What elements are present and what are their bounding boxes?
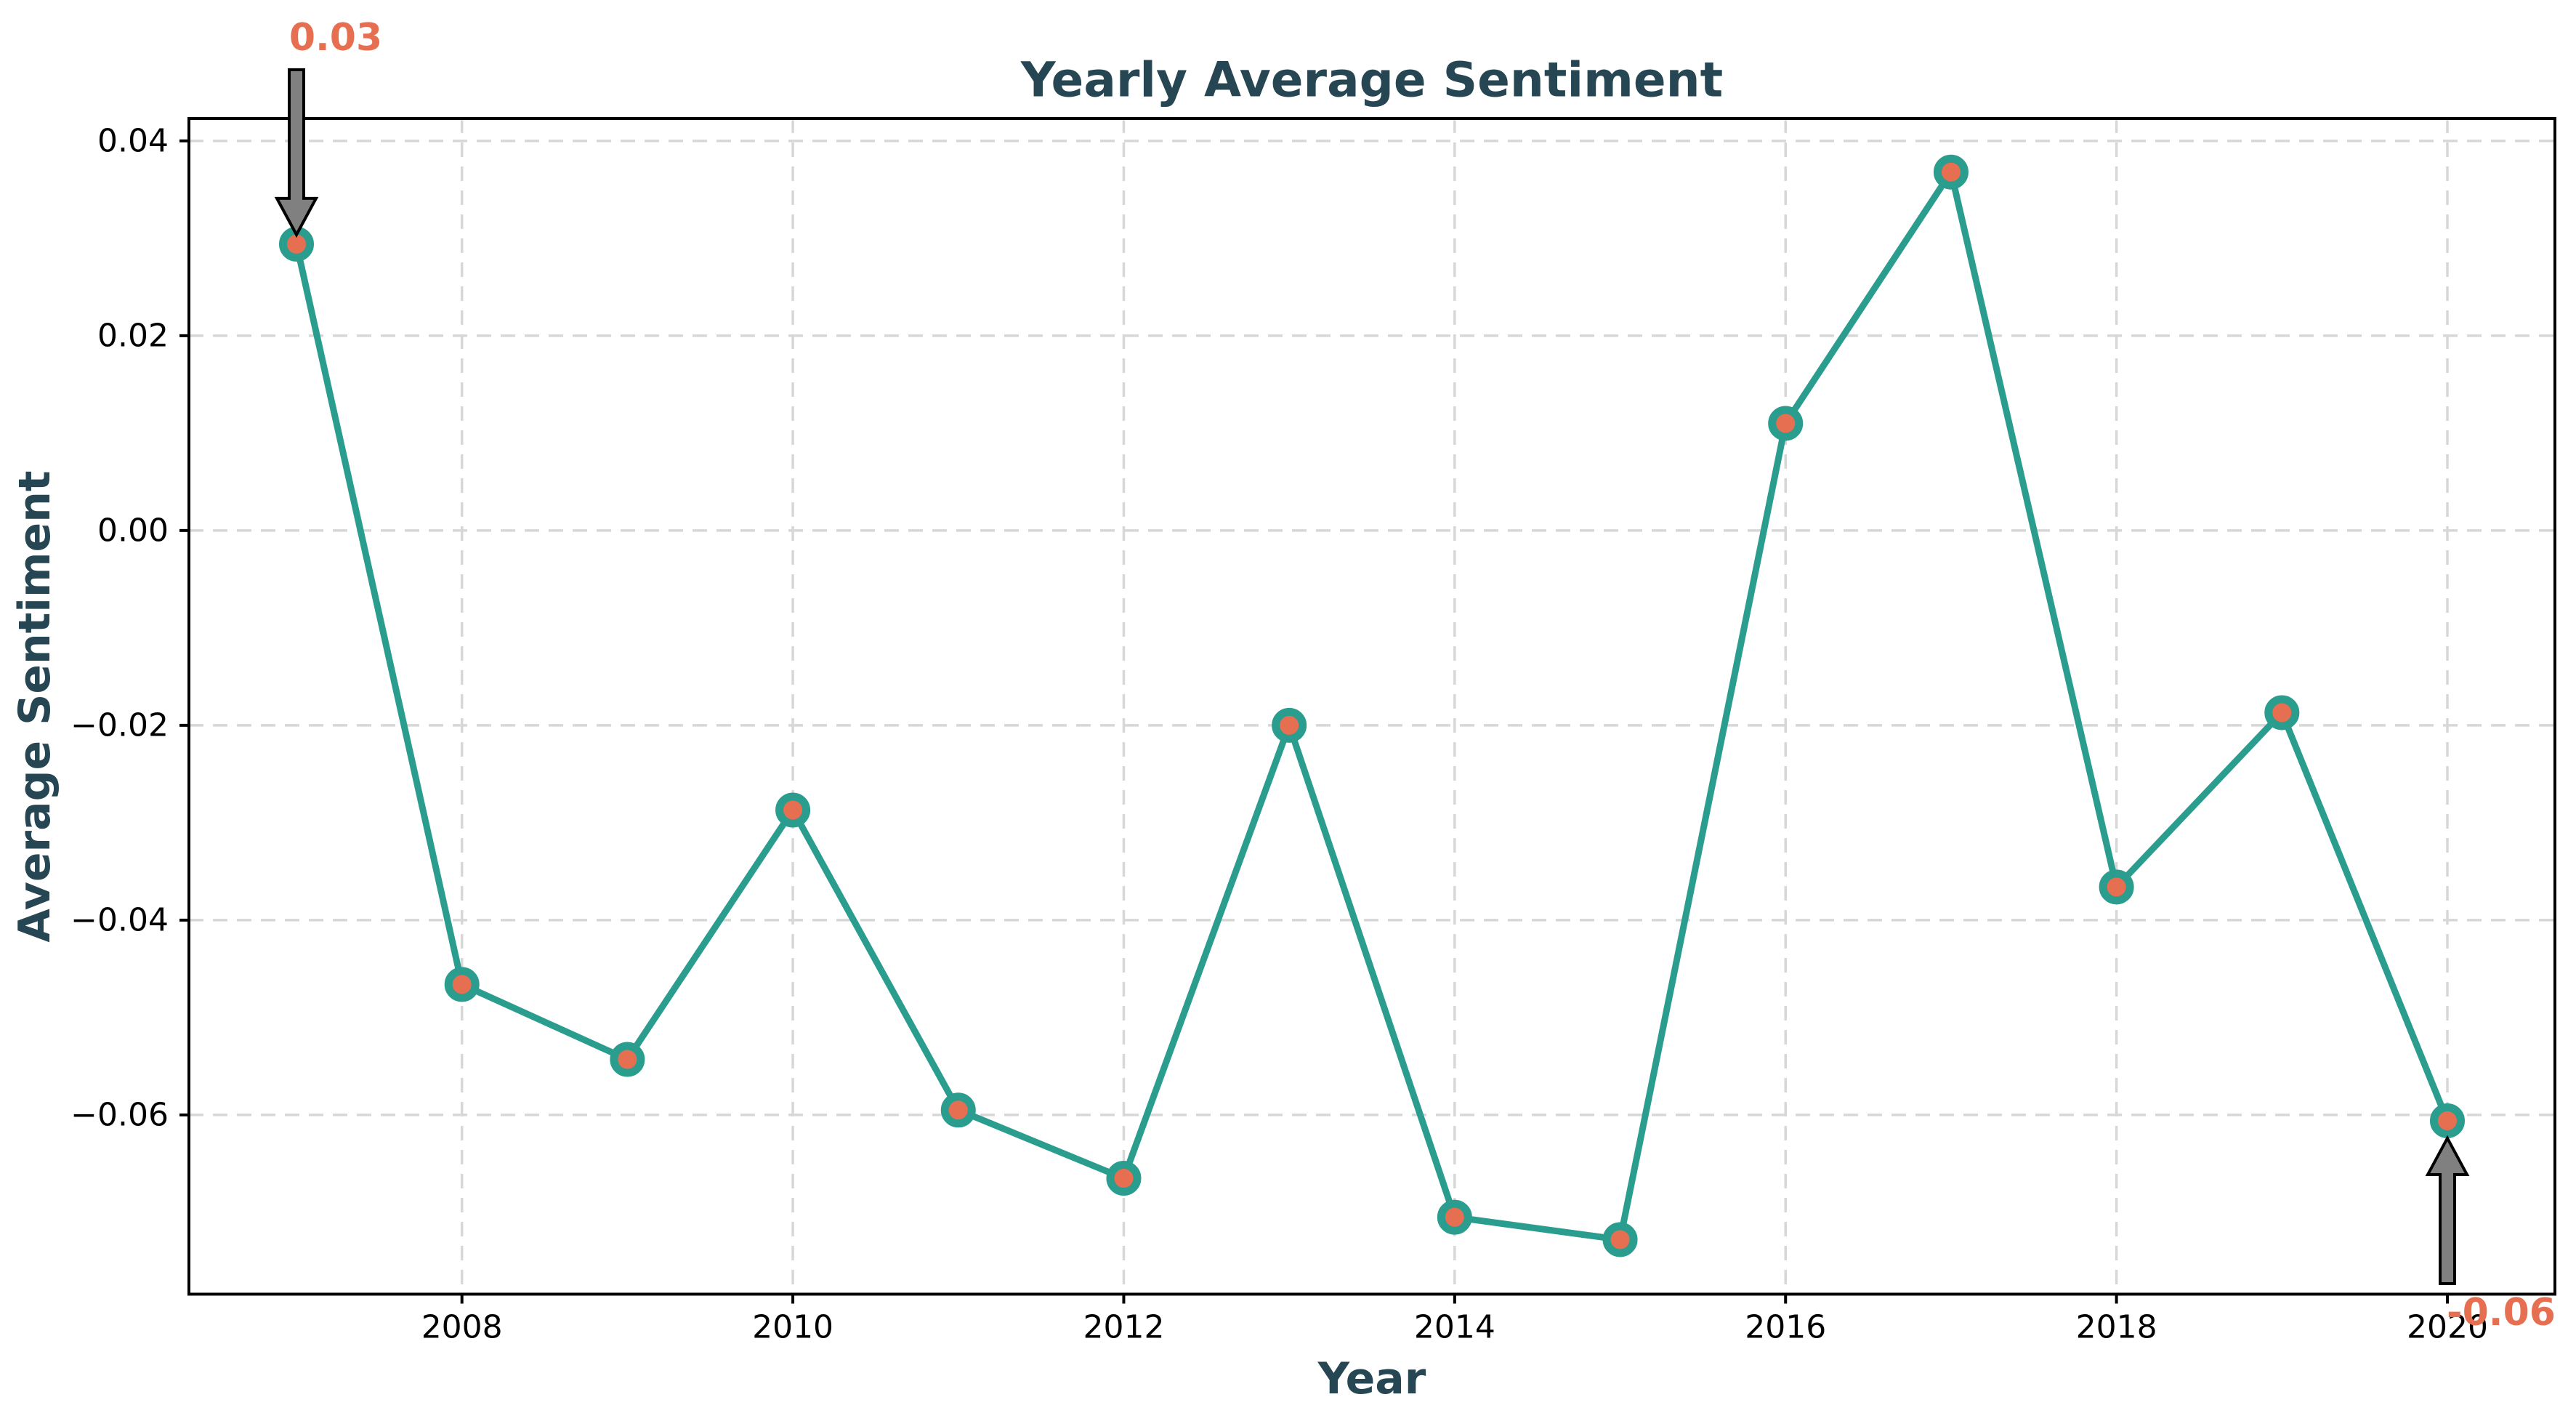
x-tick-label: 2016	[1745, 1309, 1826, 1346]
annotation-arrows	[274, 68, 2470, 1285]
plot-border	[187, 117, 2556, 1296]
annotation-label-low: -0.06	[2447, 1291, 2556, 1335]
x-tick-label: 2020	[2407, 1309, 2488, 1346]
data-point-2020	[2430, 1103, 2465, 1138]
y-axis-label: Average Sentiment	[9, 470, 60, 942]
data-point-2017	[1933, 154, 1969, 190]
data-point-2016	[1768, 406, 1804, 441]
data-point-2014	[1437, 1199, 1472, 1235]
gridlines	[189, 118, 2555, 1295]
axes-spines	[187, 117, 2556, 1296]
x-tick-label: 2014	[1414, 1309, 1495, 1346]
data-point-2010	[775, 792, 811, 828]
y-tick-label: 0.02	[97, 317, 169, 354]
data-point-2018	[2099, 869, 2134, 905]
chart-title: Yearly Average Sentiment	[1020, 52, 1723, 108]
data-point-2013	[1272, 707, 1307, 743]
y-tick-labels: 0.04 0.02 0.00 −0.02 −0.04 −0.06	[70, 122, 169, 1133]
y-tick-label: −0.06	[70, 1096, 169, 1133]
arrow-up-icon	[2425, 1135, 2470, 1285]
data-point-2011	[940, 1092, 976, 1128]
y-tick-label: −0.02	[70, 707, 169, 744]
sentiment-line	[293, 169, 2451, 1243]
x-tick-labels: 2008 2010 2012 2014 2016 2018 2020	[421, 1309, 2488, 1346]
data-points	[279, 154, 2465, 1257]
annotation-label-high: 0.03	[289, 16, 382, 60]
x-tick-label: 2018	[2076, 1309, 2157, 1346]
arrow-down-icon	[274, 68, 319, 238]
data-point-2015	[1602, 1222, 1638, 1257]
data-point-2009	[610, 1042, 645, 1077]
axis-ticks	[179, 139, 2449, 1304]
x-axis-label: Year	[1317, 1353, 1426, 1404]
y-tick-label: −0.04	[70, 901, 169, 938]
x-tick-label: 2008	[421, 1309, 503, 1346]
y-tick-label: 0.00	[97, 512, 169, 549]
y-tick-label: 0.04	[97, 122, 169, 159]
data-point-2008	[444, 967, 480, 1002]
data-point-2019	[2264, 695, 2300, 730]
series-line	[293, 169, 2451, 1243]
x-tick-label: 2012	[1083, 1309, 1164, 1346]
x-tick-label: 2010	[752, 1309, 833, 1346]
data-point-2012	[1106, 1161, 1142, 1196]
